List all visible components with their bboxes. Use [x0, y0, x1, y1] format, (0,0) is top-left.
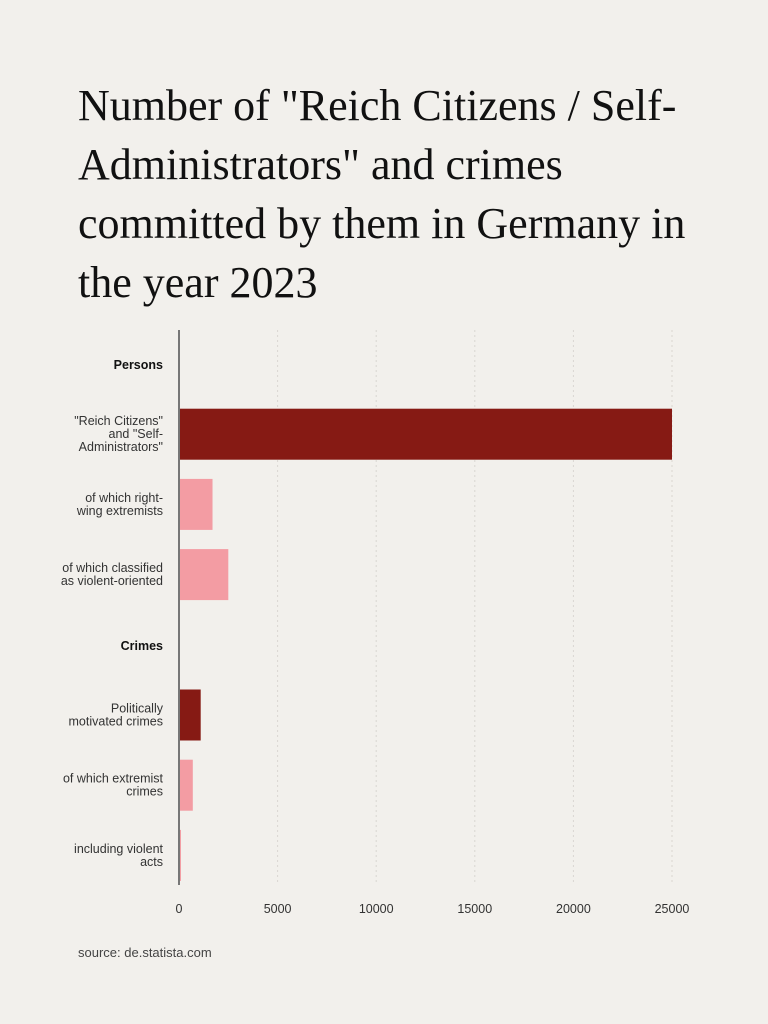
x-tick-label: 20000 — [556, 902, 591, 916]
bar — [179, 408, 672, 460]
x-tick-label: 15000 — [457, 902, 492, 916]
x-tick-label: 25000 — [655, 902, 690, 916]
x-axis-ticks: 0 5000 10000 15000 20000 25000 — [176, 902, 690, 916]
x-tick-label: 0 — [176, 902, 183, 916]
x-tick-label: 10000 — [359, 902, 394, 916]
category-label: of which right-wing extremists — [76, 491, 163, 518]
category-label: "Reich Citizens" and "Self-Administrators… — [74, 414, 163, 454]
group-label: Crimes — [121, 639, 163, 653]
source-note: source: de.statista.com — [78, 945, 212, 960]
category-label: of which extremist crimes — [63, 772, 164, 799]
category-label: Politically motivated crimes — [69, 702, 164, 729]
bar — [179, 689, 201, 741]
group-label: Persons — [114, 358, 163, 372]
bars — [179, 408, 672, 881]
category-label: of which classified as violent-oriented — [61, 561, 163, 588]
chart-title: Number of "Reich Citizens / Self-Adminis… — [78, 81, 686, 307]
bar — [179, 478, 213, 530]
x-tick-label: 5000 — [264, 902, 292, 916]
category-label: including violent acts — [74, 842, 163, 869]
bar — [179, 759, 193, 811]
category-labels: Persons "Reich Citizens" and "Self-Adminis… — [61, 358, 164, 869]
bar — [179, 549, 229, 601]
